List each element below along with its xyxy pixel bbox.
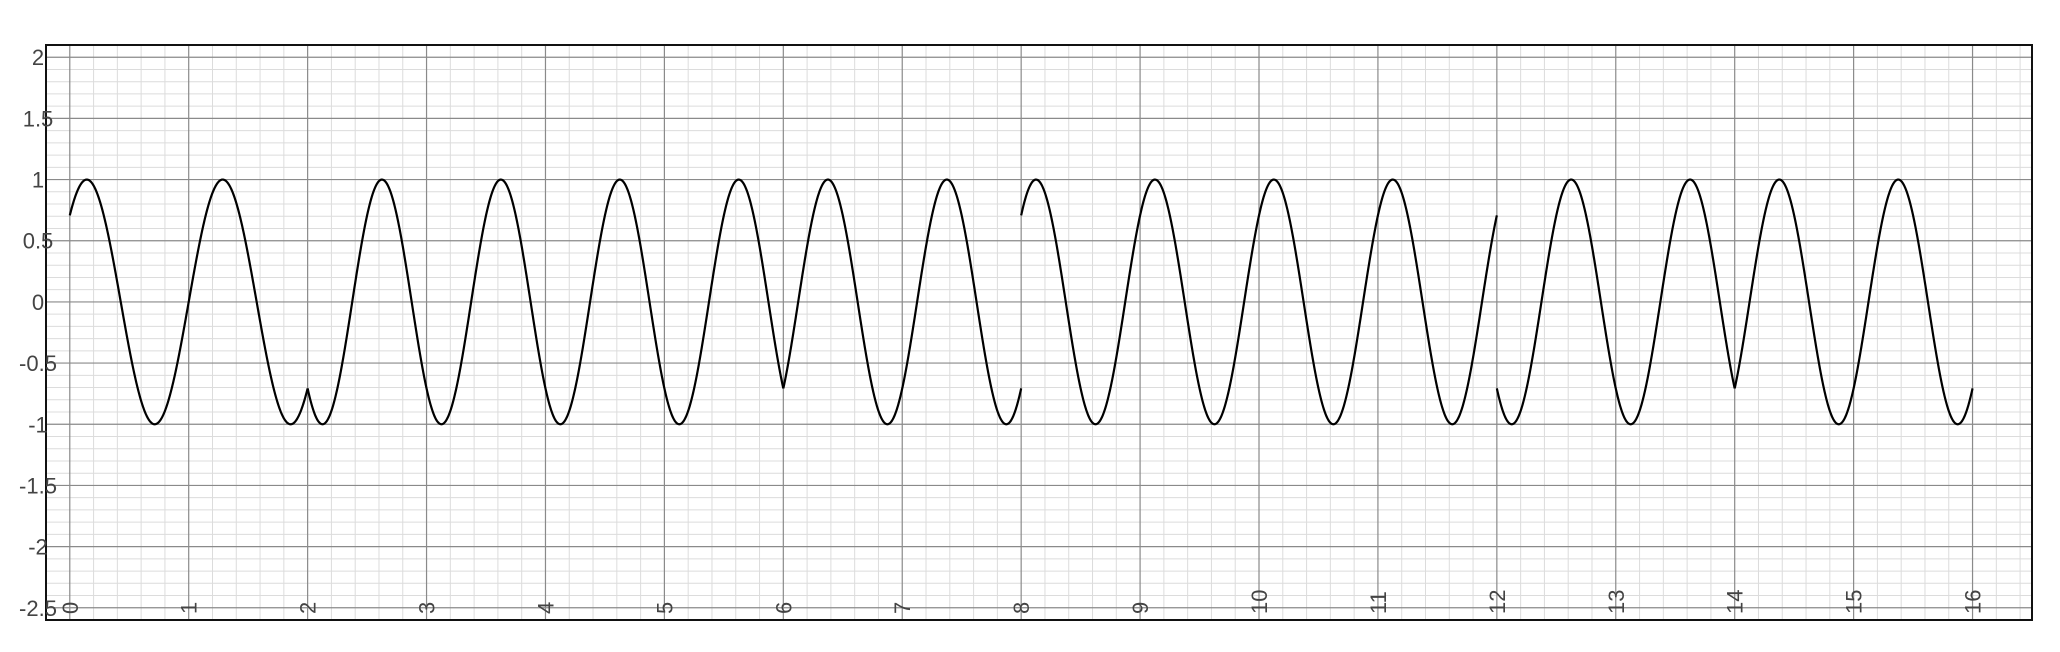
y-tick-label: -2	[28, 535, 48, 560]
x-tick-label: 5	[652, 602, 677, 614]
x-tick-label: 3	[415, 602, 440, 614]
plot-frame	[45, 44, 2033, 621]
x-tick-label: 11	[1366, 591, 1391, 614]
y-tick-label: 1	[32, 168, 44, 193]
x-tick-label: 6	[771, 602, 796, 614]
y-tick-label: 2	[32, 45, 44, 70]
y-tick-label: 0.5	[23, 229, 54, 254]
x-tick-label: 15	[1842, 590, 1867, 614]
x-tick-label: 12	[1485, 590, 1510, 614]
y-tick-label: -2.5	[19, 596, 57, 621]
x-tick-label: 14	[1723, 590, 1748, 614]
series-line-segment	[1733, 178, 1974, 426]
x-tick-label: 0	[58, 602, 83, 614]
x-tick-label: 1	[177, 602, 202, 614]
series-line-segment	[782, 178, 1023, 426]
series-layer	[68, 178, 1974, 426]
x-tick-label: 9	[1128, 602, 1153, 614]
series-line-segment	[68, 178, 309, 426]
y-axis-labels: 2 1.5 1 0.5 0 -0.5 -1 -1.5 -2 -2.5	[19, 45, 57, 621]
y-tick-label: 1.5	[23, 106, 54, 131]
x-tick-label: 7	[890, 602, 915, 614]
y-tick-label: -1	[28, 412, 48, 437]
x-tick-label: 4	[533, 602, 558, 614]
major-grid	[46, 45, 2032, 620]
y-tick-label: 0	[32, 290, 44, 315]
x-tick-label: 8	[1009, 602, 1034, 614]
series-line-segment	[306, 178, 785, 426]
y-tick-label: -1.5	[19, 473, 57, 498]
series-line-segment	[1495, 178, 1736, 426]
x-axis-labels: 0 1 2 3 4 5 6 7 8 9 10 11 12 13 14 15 16	[58, 590, 1986, 614]
y-tick-label: -0.5	[19, 351, 57, 376]
x-tick-label: 10	[1247, 590, 1272, 614]
plot-area	[46, 45, 2032, 620]
x-tick-label: 2	[296, 602, 321, 614]
x-tick-label: 16	[1961, 590, 1986, 614]
x-tick-label: 13	[1604, 590, 1629, 614]
series-line-segment	[1020, 178, 1498, 426]
